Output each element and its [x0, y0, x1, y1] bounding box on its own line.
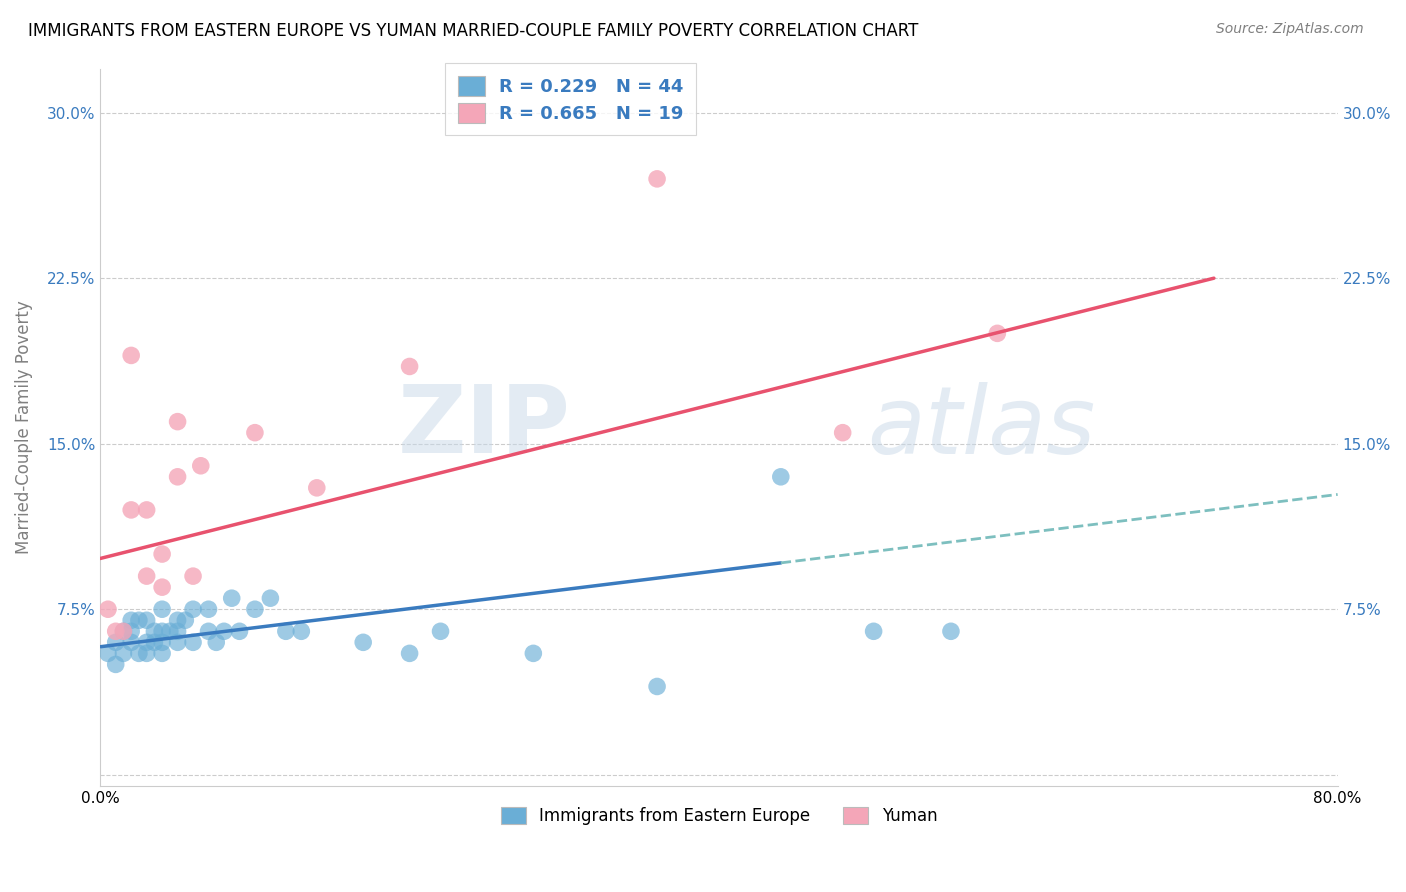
Point: [197, 624, 219, 639]
Point: [769, 470, 792, 484]
Point: [128, 613, 150, 627]
Point: [831, 425, 853, 440]
Point: [135, 569, 157, 583]
Point: [398, 359, 420, 374]
Point: [862, 624, 884, 639]
Point: [228, 624, 250, 639]
Point: [150, 635, 173, 649]
Point: [159, 624, 181, 639]
Point: [97, 602, 120, 616]
Point: [120, 348, 142, 362]
Point: [181, 602, 204, 616]
Point: [150, 602, 173, 616]
Point: [305, 481, 328, 495]
Point: [259, 591, 281, 606]
Point: [150, 624, 173, 639]
Text: ZIP: ZIP: [398, 381, 571, 473]
Point: [112, 646, 135, 660]
Y-axis label: Married-Couple Family Poverty: Married-Couple Family Poverty: [15, 301, 32, 554]
Point: [352, 635, 374, 649]
Point: [429, 624, 451, 639]
Point: [986, 326, 1008, 341]
Point: [120, 624, 142, 639]
Point: [243, 425, 266, 440]
Point: [274, 624, 297, 639]
Point: [120, 635, 142, 649]
Point: [120, 613, 142, 627]
Point: [128, 646, 150, 660]
Point: [190, 458, 212, 473]
Point: [939, 624, 962, 639]
Point: [104, 657, 127, 672]
Point: [212, 624, 235, 639]
Point: [522, 646, 544, 660]
Point: [150, 547, 173, 561]
Point: [120, 503, 142, 517]
Point: [135, 635, 157, 649]
Point: [143, 635, 166, 649]
Point: [398, 646, 420, 660]
Point: [645, 680, 668, 694]
Point: [166, 415, 188, 429]
Point: [243, 602, 266, 616]
Legend: Immigrants from Eastern Europe, Yuman: Immigrants from Eastern Europe, Yuman: [491, 797, 948, 835]
Point: [112, 624, 135, 639]
Point: [166, 624, 188, 639]
Point: [181, 569, 204, 583]
Point: [97, 646, 120, 660]
Point: [150, 580, 173, 594]
Point: [166, 635, 188, 649]
Point: [166, 470, 188, 484]
Point: [197, 602, 219, 616]
Text: atlas: atlas: [868, 382, 1095, 473]
Point: [221, 591, 243, 606]
Point: [135, 613, 157, 627]
Point: [174, 613, 197, 627]
Text: IMMIGRANTS FROM EASTERN EUROPE VS YUMAN MARRIED-COUPLE FAMILY POVERTY CORRELATIO: IMMIGRANTS FROM EASTERN EUROPE VS YUMAN …: [28, 22, 918, 40]
Point: [104, 624, 127, 639]
Point: [645, 172, 668, 186]
Point: [135, 503, 157, 517]
Point: [205, 635, 228, 649]
Point: [143, 624, 166, 639]
Point: [166, 613, 188, 627]
Point: [290, 624, 312, 639]
Point: [112, 624, 135, 639]
Point: [135, 646, 157, 660]
Point: [150, 646, 173, 660]
Point: [104, 635, 127, 649]
Point: [181, 635, 204, 649]
Text: Source: ZipAtlas.com: Source: ZipAtlas.com: [1216, 22, 1364, 37]
